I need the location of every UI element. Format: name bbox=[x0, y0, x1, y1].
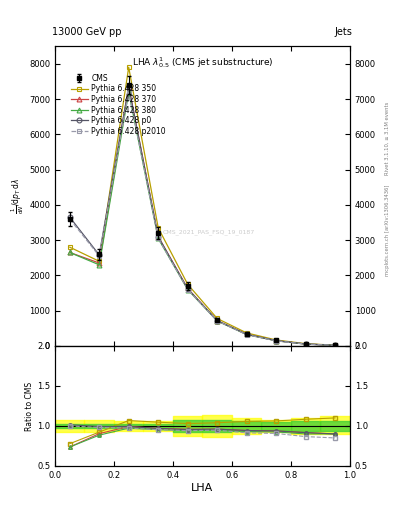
X-axis label: LHA: LHA bbox=[191, 482, 213, 493]
Text: Rivet 3.1.10, ≥ 3.1M events: Rivet 3.1.10, ≥ 3.1M events bbox=[385, 101, 389, 175]
Pythia 6.428 380 bbox=[332, 342, 337, 348]
Pythia 6.428 380 bbox=[156, 236, 161, 242]
Line: Pythia 6.428 370: Pythia 6.428 370 bbox=[67, 84, 338, 348]
Pythia 6.428 380 bbox=[97, 262, 101, 268]
Pythia 6.428 p2010 bbox=[156, 236, 161, 242]
Pythia 6.428 380 bbox=[244, 331, 249, 337]
Pythia 6.428 370 bbox=[185, 285, 190, 291]
Line: Pythia 6.428 p2010: Pythia 6.428 p2010 bbox=[67, 90, 338, 348]
Pythia 6.428 p2010 bbox=[127, 89, 131, 95]
Pythia 6.428 p2010 bbox=[185, 286, 190, 292]
Pythia 6.428 370 bbox=[156, 233, 161, 240]
Pythia 6.428 370 bbox=[303, 341, 308, 347]
Pythia 6.428 350 bbox=[127, 64, 131, 70]
Line: Pythia 6.428 350: Pythia 6.428 350 bbox=[67, 65, 338, 348]
Pythia 6.428 350 bbox=[244, 330, 249, 336]
Pythia 6.428 p0 bbox=[68, 214, 72, 220]
Line: Pythia 6.428 380: Pythia 6.428 380 bbox=[67, 90, 338, 348]
Pythia 6.428 p0 bbox=[244, 331, 249, 337]
Pythia 6.428 p2010 bbox=[332, 343, 337, 349]
Text: LHA $\lambda^1_{0.5}$ (CMS jet substructure): LHA $\lambda^1_{0.5}$ (CMS jet substruct… bbox=[132, 55, 273, 70]
Pythia 6.428 370 bbox=[332, 342, 337, 348]
Pythia 6.428 350 bbox=[215, 315, 220, 322]
Pythia 6.428 p0 bbox=[97, 252, 101, 258]
Pythia 6.428 p0 bbox=[332, 342, 337, 348]
Pythia 6.428 380 bbox=[303, 341, 308, 347]
Pythia 6.428 380 bbox=[185, 286, 190, 292]
Pythia 6.428 350 bbox=[68, 244, 72, 250]
Pythia 6.428 380 bbox=[68, 249, 72, 255]
Pythia 6.428 p0 bbox=[156, 233, 161, 240]
Pythia 6.428 p2010 bbox=[97, 253, 101, 259]
Y-axis label: $\frac{1}{\mathrm{d}N} / \mathrm{d}p_T\,\mathrm{d}\lambda$: $\frac{1}{\mathrm{d}N} / \mathrm{d}p_T\,… bbox=[10, 178, 26, 214]
Pythia 6.428 380 bbox=[127, 89, 131, 95]
Text: 13000 GeV pp: 13000 GeV pp bbox=[52, 27, 121, 37]
Pythia 6.428 350 bbox=[303, 340, 308, 347]
Pythia 6.428 p0 bbox=[215, 317, 220, 324]
Pythia 6.428 p0 bbox=[303, 341, 308, 347]
Pythia 6.428 380 bbox=[274, 338, 278, 344]
Pythia 6.428 p2010 bbox=[303, 341, 308, 347]
Pythia 6.428 370 bbox=[68, 249, 72, 255]
Text: CMS_2021_PAS_FSQ_19_0187: CMS_2021_PAS_FSQ_19_0187 bbox=[162, 229, 254, 235]
Legend: CMS, Pythia 6.428 350, Pythia 6.428 370, Pythia 6.428 380, Pythia 6.428 p0, Pyth: CMS, Pythia 6.428 350, Pythia 6.428 370,… bbox=[68, 71, 169, 139]
Pythia 6.428 380 bbox=[215, 318, 220, 324]
Line: Pythia 6.428 p0: Pythia 6.428 p0 bbox=[67, 84, 338, 348]
Pythia 6.428 350 bbox=[97, 258, 101, 264]
Pythia 6.428 370 bbox=[215, 317, 220, 324]
Pythia 6.428 p0 bbox=[185, 286, 190, 292]
Pythia 6.428 p2010 bbox=[68, 216, 72, 222]
Pythia 6.428 370 bbox=[127, 83, 131, 90]
Pythia 6.428 350 bbox=[332, 342, 337, 348]
Pythia 6.428 p0 bbox=[127, 83, 131, 90]
Pythia 6.428 p2010 bbox=[244, 332, 249, 338]
Text: mcplots.cern.ch [arXiv:1306.3436]: mcplots.cern.ch [arXiv:1306.3436] bbox=[385, 185, 389, 276]
Pythia 6.428 350 bbox=[274, 337, 278, 343]
Y-axis label: Ratio to CMS: Ratio to CMS bbox=[25, 381, 34, 431]
Pythia 6.428 350 bbox=[185, 281, 190, 287]
Pythia 6.428 350 bbox=[156, 225, 161, 231]
Pythia 6.428 370 bbox=[244, 331, 249, 337]
Pythia 6.428 p2010 bbox=[274, 338, 278, 344]
Pythia 6.428 370 bbox=[274, 337, 278, 344]
Pythia 6.428 370 bbox=[97, 260, 101, 266]
Text: Jets: Jets bbox=[335, 27, 353, 37]
Pythia 6.428 p2010 bbox=[215, 318, 220, 324]
Pythia 6.428 p0 bbox=[274, 337, 278, 344]
